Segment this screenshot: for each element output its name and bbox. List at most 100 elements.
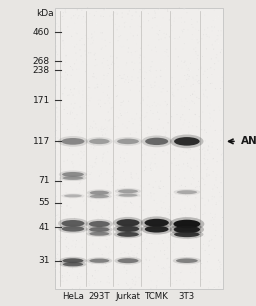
Point [163,49,167,54]
Point [123,58,127,63]
Ellipse shape [115,193,141,198]
Point [184,192,188,197]
Point [194,45,198,50]
Point [211,187,215,192]
Point [214,228,218,233]
Point [209,238,213,243]
Point [175,85,179,90]
Point [179,270,183,275]
Point [203,248,207,253]
Point [59,48,63,53]
Point [203,266,207,271]
Point [187,107,191,112]
Point [141,239,145,244]
Point [91,206,95,211]
Point [122,156,126,161]
Point [177,35,182,39]
Point [197,114,201,119]
Point [70,286,74,291]
Point [150,105,154,110]
Point [206,67,210,72]
Point [112,79,116,84]
Point [111,60,115,65]
Point [214,55,218,60]
Point [179,115,183,120]
Ellipse shape [117,232,139,237]
Point [100,159,104,163]
Point [115,229,119,234]
Point [136,259,140,264]
Point [57,239,61,244]
Point [90,262,94,267]
Point [156,284,161,289]
Point [69,109,73,114]
Point [81,187,85,192]
Point [184,96,188,101]
Point [65,212,69,217]
Point [209,65,214,70]
Point [131,263,135,268]
Point [212,217,216,222]
Point [153,161,157,166]
Point [208,102,212,107]
Point [190,32,194,37]
Point [180,198,184,203]
Point [116,74,120,79]
Point [150,155,154,160]
Point [191,76,195,80]
Point [195,124,199,129]
Point [80,145,84,150]
Point [159,89,163,94]
Point [191,144,196,149]
Point [57,24,61,29]
Point [129,200,133,205]
Point [76,12,80,17]
Point [113,195,117,200]
Point [158,111,162,116]
Point [96,178,100,183]
Point [198,256,202,261]
Point [77,13,81,18]
Point [109,105,113,110]
Point [220,35,224,40]
Point [109,121,113,125]
Point [130,230,134,235]
Point [92,195,97,200]
Point [195,56,199,61]
Point [212,24,217,29]
Point [189,181,193,186]
Point [131,212,135,217]
Point [129,175,133,180]
Point [219,234,223,239]
Point [216,201,220,206]
Point [94,9,98,14]
Point [205,79,209,84]
Point [170,58,174,62]
Point [80,225,84,230]
Point [179,126,183,131]
Point [161,164,165,169]
Point [210,24,214,29]
Point [197,39,201,44]
Point [185,255,189,260]
Point [80,245,84,250]
Point [195,215,199,220]
Point [70,34,74,39]
Point [163,35,167,40]
Point [129,278,133,283]
Point [134,9,138,14]
Point [84,201,88,206]
Point [120,226,124,231]
Point [81,188,86,193]
Point [209,116,213,121]
Text: Jurkat: Jurkat [115,292,141,301]
Point [155,65,159,70]
Point [203,153,207,158]
Point [206,147,210,152]
Point [152,255,156,259]
Point [179,20,184,25]
Point [194,15,198,20]
Point [89,42,93,47]
Point [118,137,122,142]
Point [86,80,90,84]
